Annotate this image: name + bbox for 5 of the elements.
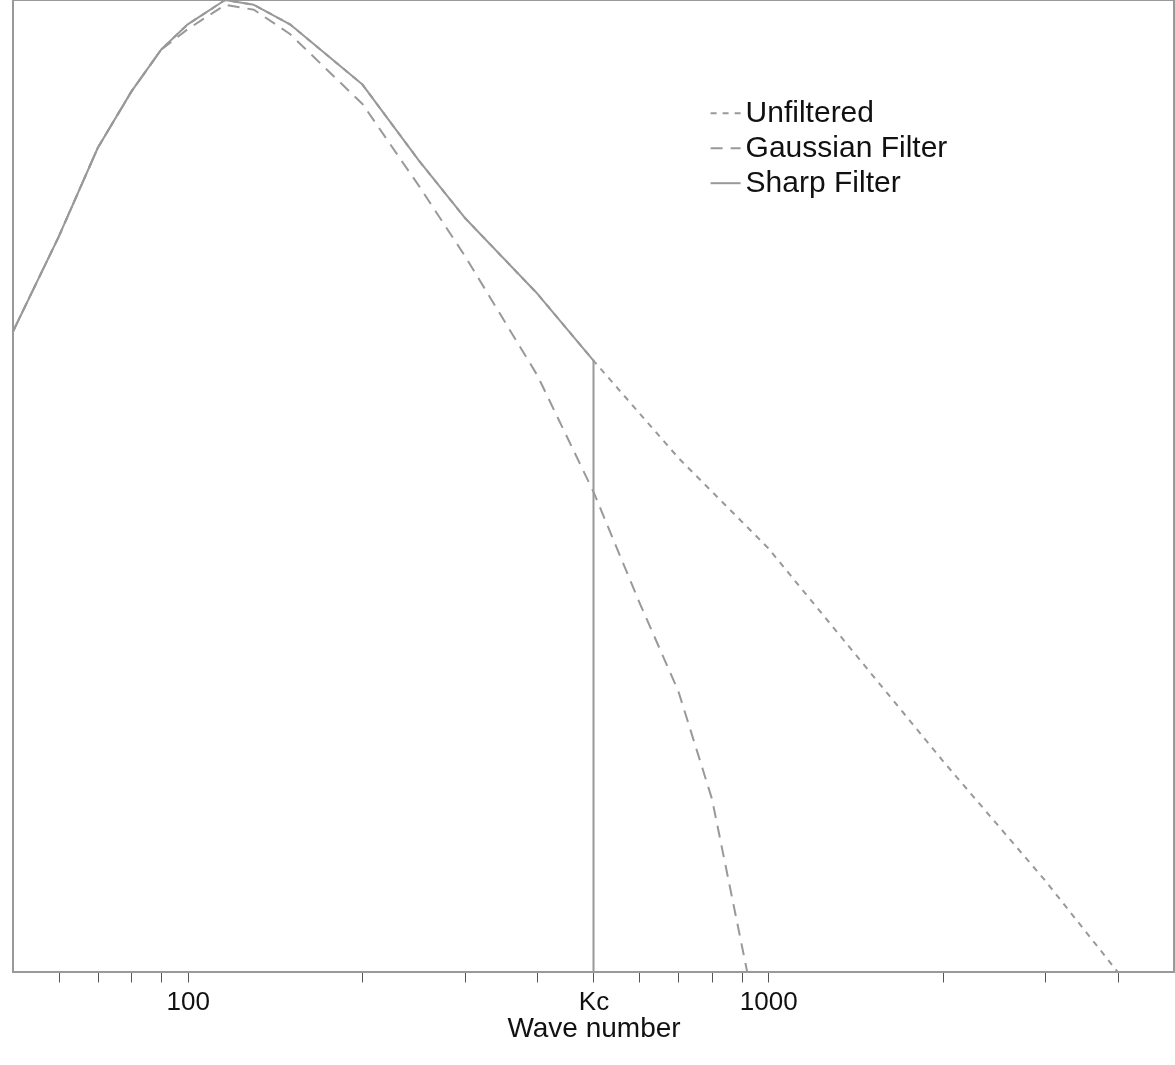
legend-label: Gaussian Filter (745, 130, 948, 164)
legend-label: Unfiltered (745, 95, 875, 129)
legend-label: Sharp Filter (745, 165, 901, 199)
x-tick-label: 1000 (739, 985, 798, 1016)
x-tick-label: 100 (166, 985, 210, 1016)
